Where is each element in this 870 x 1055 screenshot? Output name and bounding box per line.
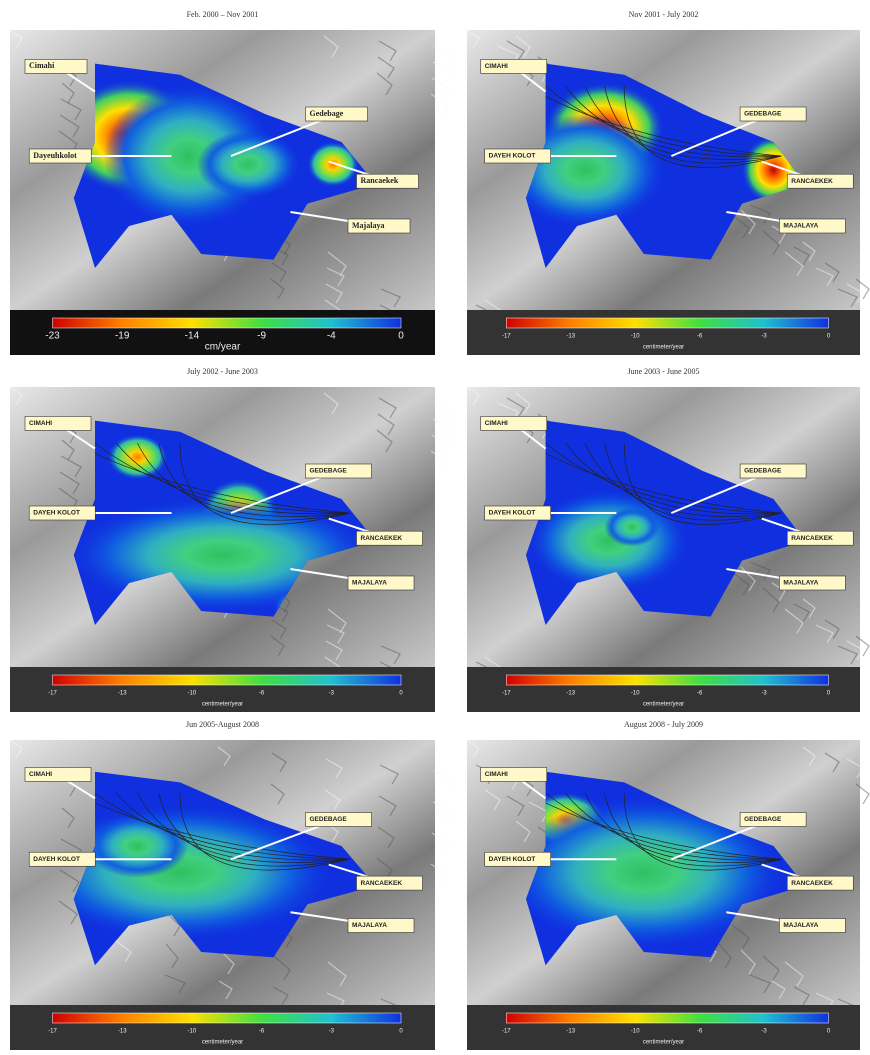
ridge <box>434 771 454 790</box>
colorbar-tick-label: -17 <box>48 691 57 697</box>
colorbar-tick-label: -6 <box>697 691 703 697</box>
colorbar <box>53 318 402 328</box>
map-panel: Feb. 2000 – Nov 2001 Cimahi Gedebage Dayeuh… <box>10 10 454 355</box>
place-label: MAJALAYA <box>783 223 818 230</box>
map-panel: August 2008 - July 2009 CIMAHI GEDEBAGE DAY… <box>467 720 869 1050</box>
place-label: CIMAHI <box>485 63 508 70</box>
colorbar-tick-label: -17 <box>502 691 511 697</box>
colorbar-tick-label: -17 <box>502 334 511 340</box>
map-panel: June 2003 - June 2005 CIMAHI GEDEBAGE DAYEH… <box>467 367 869 712</box>
colorbar-tick-label: -17 <box>48 1029 57 1035</box>
place-label: RANCAEKEK <box>791 880 833 887</box>
place-label: GEDEBAGE <box>744 468 782 475</box>
colorbar-unit: centimeter/year <box>643 702 684 708</box>
place-label: MAJALAYA <box>783 580 818 587</box>
map-panel: Jun 2005-August 2008 CIMAHI GEDEBAGE DAYEH … <box>10 720 454 1050</box>
colorbar-tick-label: -10 <box>631 334 640 340</box>
place-label: MAJALAYA <box>783 922 818 929</box>
colorbar <box>506 1013 828 1023</box>
maps: Feb. 2000 – Nov 2001 Cimahi Gedebage Dayeuh… <box>0 0 870 1055</box>
colorbar-unit: centimeter/year <box>202 1040 243 1046</box>
place-label: DAYEH KOLOT <box>33 510 80 517</box>
colorbar-tick-label: -13 <box>118 1029 127 1035</box>
colorbar-tick-label: -9 <box>257 331 266 342</box>
place-label: CIMAHI <box>29 771 52 778</box>
colorbar <box>506 675 828 685</box>
panel-title: Jun 2005-August 2008 <box>186 720 259 729</box>
colorbar-tick-label: -17 <box>502 1029 511 1035</box>
colorbar <box>53 675 402 685</box>
colorbar-tick-label: -3 <box>761 334 767 340</box>
colorbar-tick-label: -23 <box>45 331 60 342</box>
place-label: MAJALAYA <box>352 580 387 587</box>
subsidence-zone <box>197 131 299 198</box>
place-label: RANCAEKEK <box>361 535 403 542</box>
ridge <box>433 419 452 439</box>
colorbar-tick-label: -19 <box>115 331 130 342</box>
colorbar-tick-label: -13 <box>566 691 575 697</box>
place-label: GEDEBAGE <box>310 816 348 823</box>
colorbar-unit: cm/year <box>205 342 241 353</box>
place-label: GEDEBAGE <box>744 111 782 118</box>
colorbar-tick-label: -6 <box>259 691 265 697</box>
place-label: CIMAHI <box>485 771 508 778</box>
place-label: Dayeuhkolot <box>33 151 77 160</box>
map-panel: July 2002 - June 2003 CIMAHI GEDEBAGE DAYEH… <box>10 367 454 712</box>
place-label: MAJALAYA <box>352 922 387 929</box>
figure: Feb. 2000 – Nov 2001 Cimahi Gedebage Dayeuh… <box>0 0 870 1055</box>
colorbar-tick-label: 0 <box>398 331 404 342</box>
panel-title: August 2008 - July 2009 <box>624 720 703 729</box>
colorbar-tick-label: -13 <box>118 691 127 697</box>
ridge <box>434 46 454 65</box>
place-label: Gedebage <box>310 109 344 118</box>
colorbar-tick-label: -3 <box>329 1029 335 1035</box>
colorbar-tick-label: -10 <box>631 691 640 697</box>
colorbar-tick-label: -6 <box>697 334 703 340</box>
place-label: Cimahi <box>29 61 55 70</box>
place-label: RANCAEKEK <box>791 535 833 542</box>
place-label: DAYEH KOLOT <box>489 510 536 517</box>
colorbar <box>506 318 828 328</box>
panel-title: June 2003 - June 2005 <box>628 367 700 376</box>
colorbar-unit: centimeter/year <box>202 702 243 708</box>
panel-title: Nov 2001 - July 2002 <box>629 10 699 19</box>
ridge <box>434 403 454 422</box>
colorbar-tick-label: -3 <box>761 1029 767 1035</box>
ridge <box>433 802 452 822</box>
colorbar-tick-label: -6 <box>259 1029 265 1035</box>
place-label: Rancaekek <box>361 176 399 185</box>
map-panel: Nov 2001 - July 2002 CIMAHI GEDEBAGE DAYEH … <box>467 10 869 355</box>
place-label: RANCAEKEK <box>791 178 833 185</box>
ridge <box>433 62 452 82</box>
place-label: GEDEBAGE <box>310 468 348 475</box>
panel-title: July 2002 - June 2003 <box>187 367 258 376</box>
place-label: RANCAEKEK <box>361 880 403 887</box>
colorbar-tick-label: -3 <box>761 691 767 697</box>
colorbar-tick-label: -14 <box>185 331 200 342</box>
colorbar-tick-label: -4 <box>327 331 336 342</box>
subsidence-zone <box>87 814 189 878</box>
place-label: DAYEH KOLOT <box>489 153 536 160</box>
colorbar-tick-label: -10 <box>631 1029 640 1035</box>
colorbar-tick-label: -10 <box>188 1029 197 1035</box>
colorbar-tick-label: -13 <box>566 334 575 340</box>
place-label: DAYEH KOLOT <box>33 856 80 863</box>
place-label: CIMAHI <box>485 420 508 427</box>
colorbar <box>53 1013 402 1023</box>
place-label: Majalaya <box>352 221 384 230</box>
place-label: DAYEH KOLOT <box>489 856 536 863</box>
place-label: GEDEBAGE <box>744 816 782 823</box>
place-label: CIMAHI <box>29 420 52 427</box>
colorbar-unit: centimeter/year <box>643 345 684 351</box>
colorbar-tick-label: -3 <box>329 691 335 697</box>
colorbar-unit: centimeter/year <box>643 1040 684 1046</box>
panel-title: Feb. 2000 – Nov 2001 <box>187 10 259 19</box>
colorbar-tick-label: -10 <box>188 691 197 697</box>
colorbar-tick-label: -13 <box>566 1029 575 1035</box>
colorbar-tick-label: -6 <box>697 1029 703 1035</box>
